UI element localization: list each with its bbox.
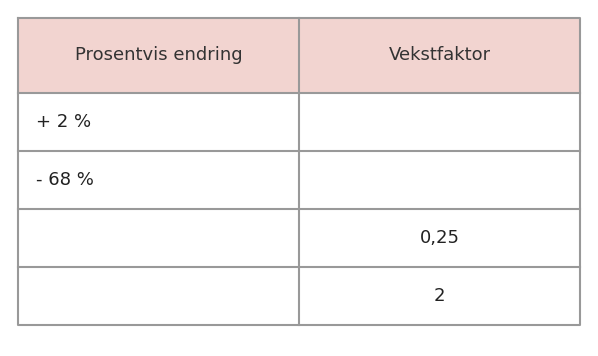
- Bar: [299, 267, 580, 325]
- Bar: [299, 93, 580, 151]
- Bar: [18, 267, 299, 325]
- Bar: [18, 18, 299, 93]
- Bar: [299, 18, 580, 93]
- Text: + 2 %: + 2 %: [36, 113, 91, 131]
- Text: 0,25: 0,25: [420, 229, 459, 247]
- Bar: [18, 93, 299, 151]
- Bar: [18, 151, 299, 209]
- Bar: [299, 209, 580, 267]
- Text: 2: 2: [434, 287, 446, 305]
- Text: Vekstfaktor: Vekstfaktor: [389, 47, 490, 64]
- Bar: [299, 151, 580, 209]
- Text: Prosentvis endring: Prosentvis endring: [75, 47, 242, 64]
- Text: - 68 %: - 68 %: [36, 171, 94, 189]
- Bar: [18, 209, 299, 267]
